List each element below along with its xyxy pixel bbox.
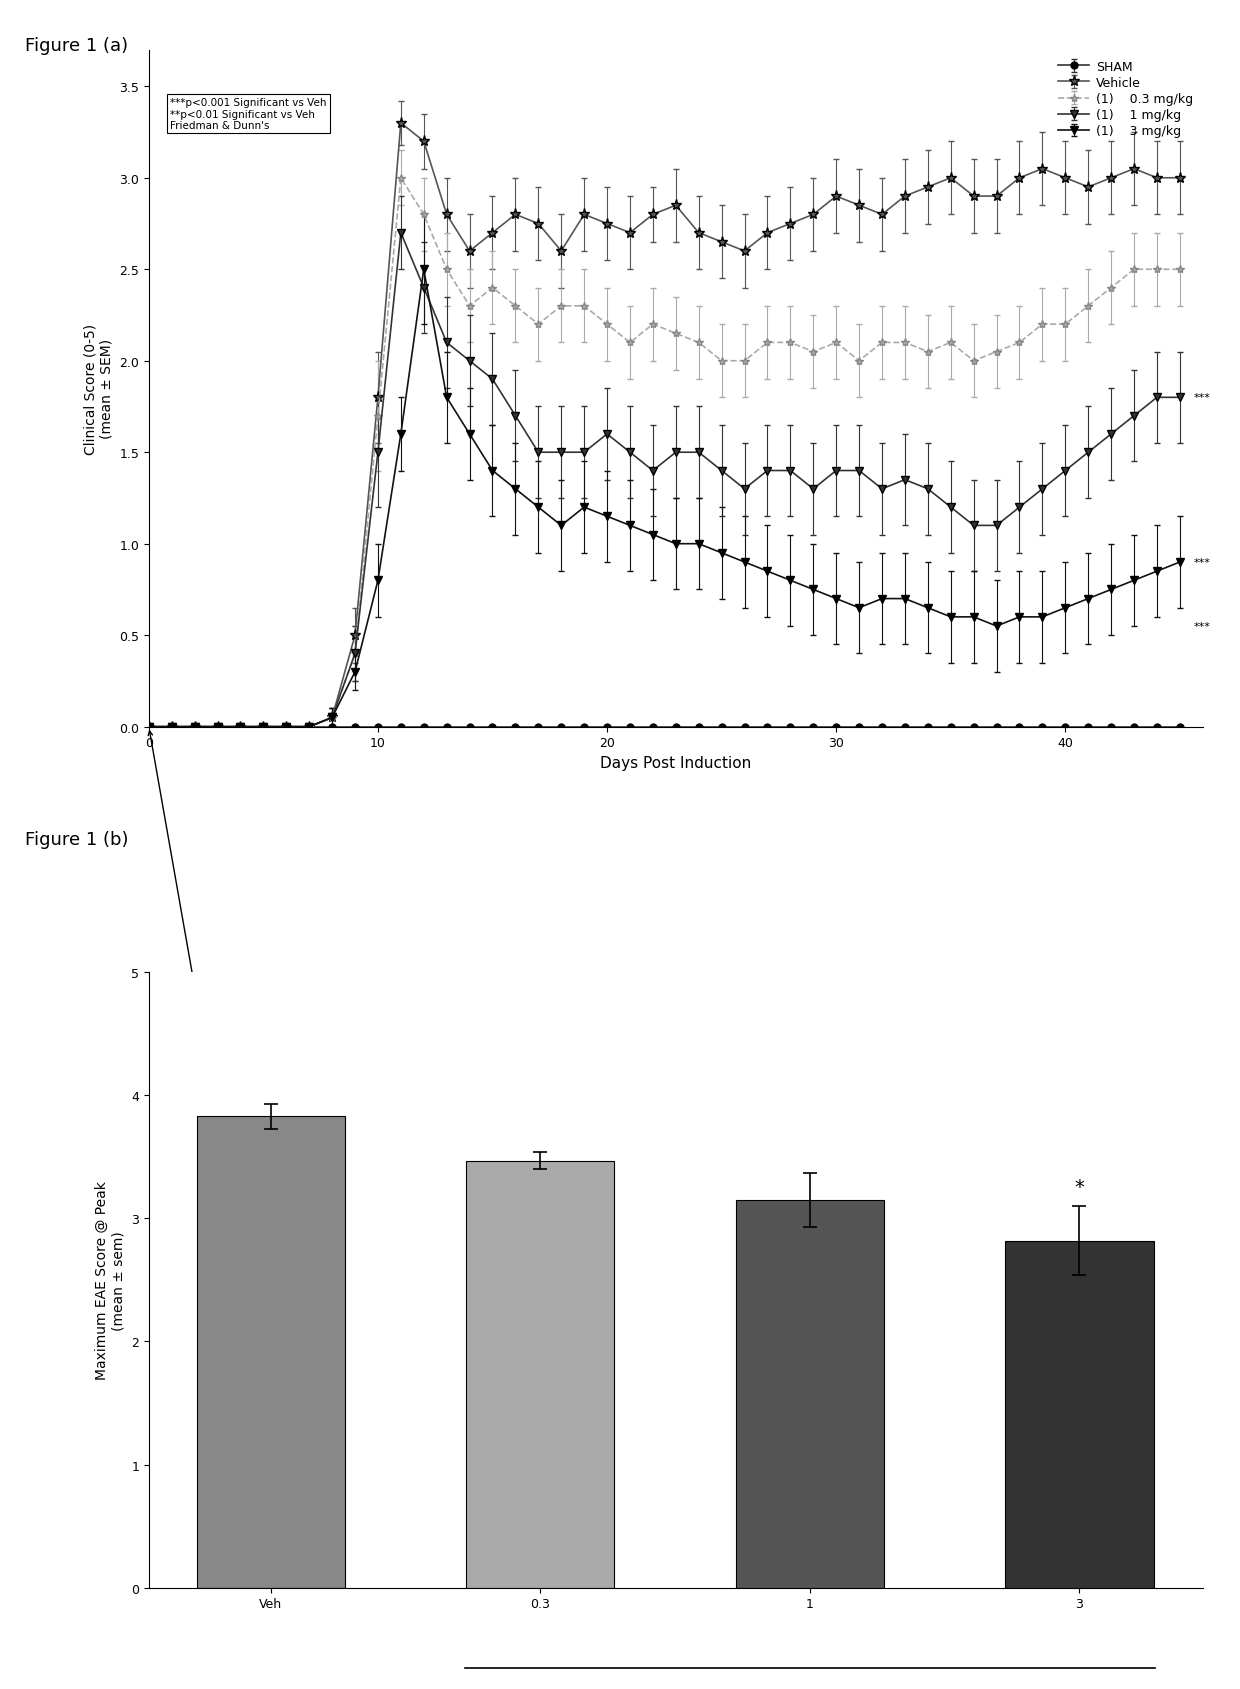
Text: Figure 1 (a): Figure 1 (a) [25,37,128,56]
Text: ***: *** [1194,622,1210,632]
Y-axis label: Maximum EAE Score @ Peak
(mean ± sem): Maximum EAE Score @ Peak (mean ± sem) [95,1181,125,1380]
Bar [466,1160,615,1588]
Text: Figure 1 (b): Figure 1 (b) [25,831,128,850]
Bar [1006,1241,1153,1588]
X-axis label: Days Post Induction: Days Post Induction [600,755,751,770]
Bar [197,1116,345,1588]
Text: ***p<0.001 Significant vs Veh
**p<0.01 Significant vs Veh
Friedman & Dunn's: ***p<0.001 Significant vs Veh **p<0.01 S… [170,98,326,132]
Y-axis label: Clinical Score (0-5)
(mean ± SEM): Clinical Score (0-5) (mean ± SEM) [83,323,114,454]
Text: *: * [1075,1177,1084,1196]
Bar [735,1201,884,1588]
Text: Prophylactic treatment
Dosing start on Day 0: Prophylactic treatment Dosing start on D… [148,731,277,1101]
Text: ***: *** [1194,557,1210,568]
Legend: SHAM, Vehicle, (1)    0.3 mg/kg, (1)    1 mg/kg, (1)    3 mg/kg: SHAM, Vehicle, (1) 0.3 mg/kg, (1) 1 mg/k… [1054,57,1197,142]
Text: ***: *** [1194,394,1210,404]
